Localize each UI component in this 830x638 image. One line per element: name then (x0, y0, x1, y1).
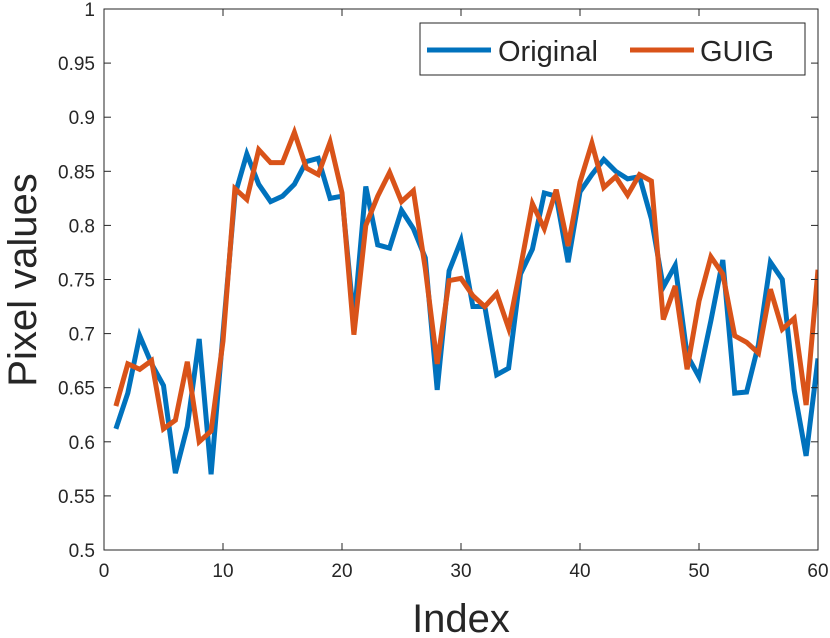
x-tick-label: 30 (450, 561, 471, 582)
y-axis-title: Pixel values (1, 173, 45, 386)
x-tick-label: 20 (331, 561, 352, 582)
series-line-guig (113, 125, 818, 447)
y-tick-label: 0.5 (69, 541, 95, 562)
x-tick-label: 60 (807, 561, 828, 582)
y-tick-label: 0.65 (58, 379, 95, 400)
y-tick-label: 0.75 (58, 271, 95, 292)
legend-label-guig: GUIG (700, 36, 774, 68)
x-tick-label: 0 (99, 561, 110, 582)
y-tick-label: 1 (84, 0, 95, 21)
y-tick-label: 0.7 (69, 325, 95, 346)
x-tick-label: 50 (688, 561, 709, 582)
x-axis-title: Index (412, 597, 510, 638)
y-tick-label: 0.6 (69, 433, 95, 454)
y-tick-label: 0.85 (58, 162, 95, 183)
y-tick-label: 0.9 (69, 108, 95, 129)
x-tick-label: 40 (569, 561, 590, 582)
y-tick-label: 0.8 (69, 216, 95, 237)
y-tick-label: 0.55 (58, 487, 95, 508)
y-tick-label: 0.95 (58, 54, 95, 75)
x-tick-label: 10 (212, 561, 233, 582)
legend: Original GUIG (419, 22, 806, 76)
legend-label-original: Original (498, 36, 598, 68)
